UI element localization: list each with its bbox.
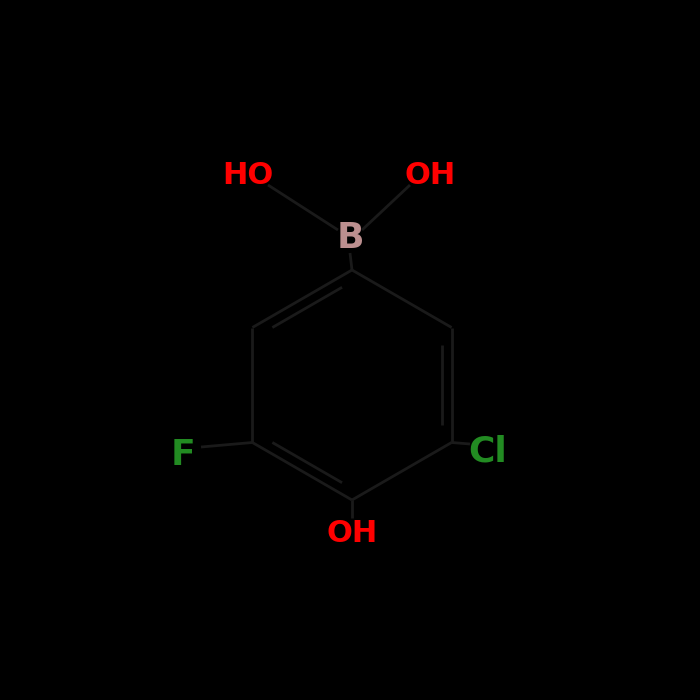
Text: HO: HO xyxy=(223,160,274,190)
Text: B: B xyxy=(336,221,364,255)
Text: OH: OH xyxy=(405,160,456,190)
Text: F: F xyxy=(171,438,195,472)
Text: OH: OH xyxy=(326,519,377,547)
Text: Cl: Cl xyxy=(468,435,508,469)
